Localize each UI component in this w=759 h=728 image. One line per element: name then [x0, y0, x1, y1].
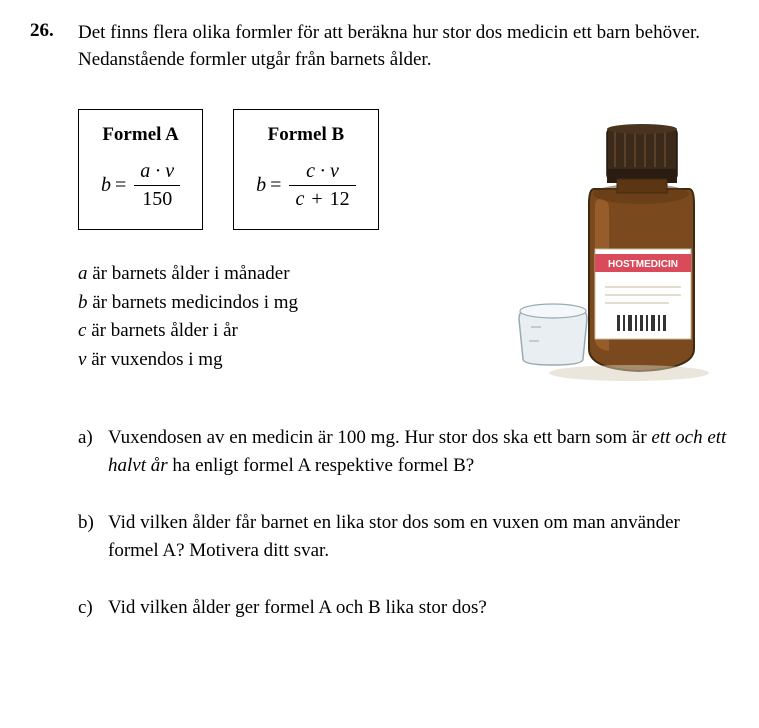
formula-b-equation: b = c · v c + 12	[256, 160, 355, 211]
def-a-text: är barnets ålder i månader	[88, 263, 290, 284]
formula-b-box: Formel B b = c · v c + 12	[233, 109, 378, 230]
variable-definitions: a är barnets ålder i månader b är barnet…	[78, 260, 479, 374]
subq-c-label: c)	[78, 594, 108, 622]
subq-a-text: Vuxendosen av en medicin är 100 mg. Hur …	[108, 424, 729, 479]
def-a: a är barnets ålder i månader	[78, 260, 479, 289]
formula-b-denominator: c + 12	[289, 186, 355, 211]
formula-row: Formel A b = a · v 150 Formel B	[78, 109, 479, 230]
formula-a-equation: b = a · v 150	[101, 160, 180, 211]
bottle-label-icon: HOSTMEDICIN	[595, 249, 691, 339]
question-body: Det finns flera olika formler för att be…	[78, 20, 729, 652]
bottle-label-text: HOSTMEDICIN	[608, 259, 678, 270]
def-b: b är barnets medicindos i mg	[78, 289, 479, 318]
var-b: b	[78, 292, 88, 313]
subq-a-part1: Vuxendosen av en medicin är 100 mg. Hur …	[108, 427, 651, 448]
formula-a-denominator: 150	[134, 186, 180, 211]
formula-b-title: Formel B	[256, 124, 355, 146]
def-v-text: är vuxendos i mg	[86, 349, 222, 370]
subq-b-label: b)	[78, 509, 108, 564]
def-b-text: är barnets medicindos i mg	[88, 292, 299, 313]
medicine-illustration: HOSTMEDICIN	[499, 109, 729, 389]
measuring-cup-icon	[519, 304, 587, 365]
formula-b-fraction: c · v c + 12	[289, 160, 355, 211]
formula-and-image-row: Formel A b = a · v 150 Formel B	[78, 109, 729, 424]
question-block: 26. Det finns flera olika formler för at…	[30, 20, 729, 652]
equals-sign: =	[115, 174, 126, 197]
plus-sign: +	[311, 188, 322, 210]
formula-a-lhs: b	[101, 174, 111, 197]
formula-b-numerator: c · v	[289, 160, 355, 186]
formula-a-fraction: a · v 150	[134, 160, 180, 211]
formula-a-box: Formel A b = a · v 150	[78, 109, 203, 230]
formula-a-numerator: a · v	[134, 160, 180, 186]
def-c-text: är barnets ålder i år	[86, 320, 237, 341]
subq-a-label: a)	[78, 424, 108, 479]
formula-b-den-var: c	[295, 188, 304, 210]
def-v: v är vuxendos i mg	[78, 346, 479, 375]
bottle-cap-icon	[607, 124, 677, 183]
def-c: c är barnets ålder i år	[78, 317, 479, 346]
subq-a-part2: ha enligt formel A respektive formel B?	[168, 455, 475, 476]
subquestion-c: c) Vid vilken ålder ger formel A och B l…	[78, 594, 729, 622]
formula-b-den-const: 12	[330, 188, 350, 210]
medicine-bottle-icon: HOSTMEDICIN	[499, 109, 729, 389]
question-intro: Det finns flera olika formler för att be…	[78, 20, 729, 73]
question-number: 26.	[30, 20, 78, 42]
subq-c-text: Vid vilken ålder ger formel A och B lika…	[108, 594, 729, 622]
var-a: a	[78, 263, 88, 284]
subquestion-a: a) Vuxendosen av en medicin är 100 mg. H…	[78, 424, 729, 479]
formula-and-defs-col: Formel A b = a · v 150 Formel B	[78, 109, 479, 424]
formula-a-title: Formel A	[101, 124, 180, 146]
equals-sign: =	[270, 174, 281, 197]
subq-b-text: Vid vilken ålder får barnet en lika stor…	[108, 509, 729, 564]
subquestion-b: b) Vid vilken ålder får barnet en lika s…	[78, 509, 729, 564]
formula-b-lhs: b	[256, 174, 266, 197]
